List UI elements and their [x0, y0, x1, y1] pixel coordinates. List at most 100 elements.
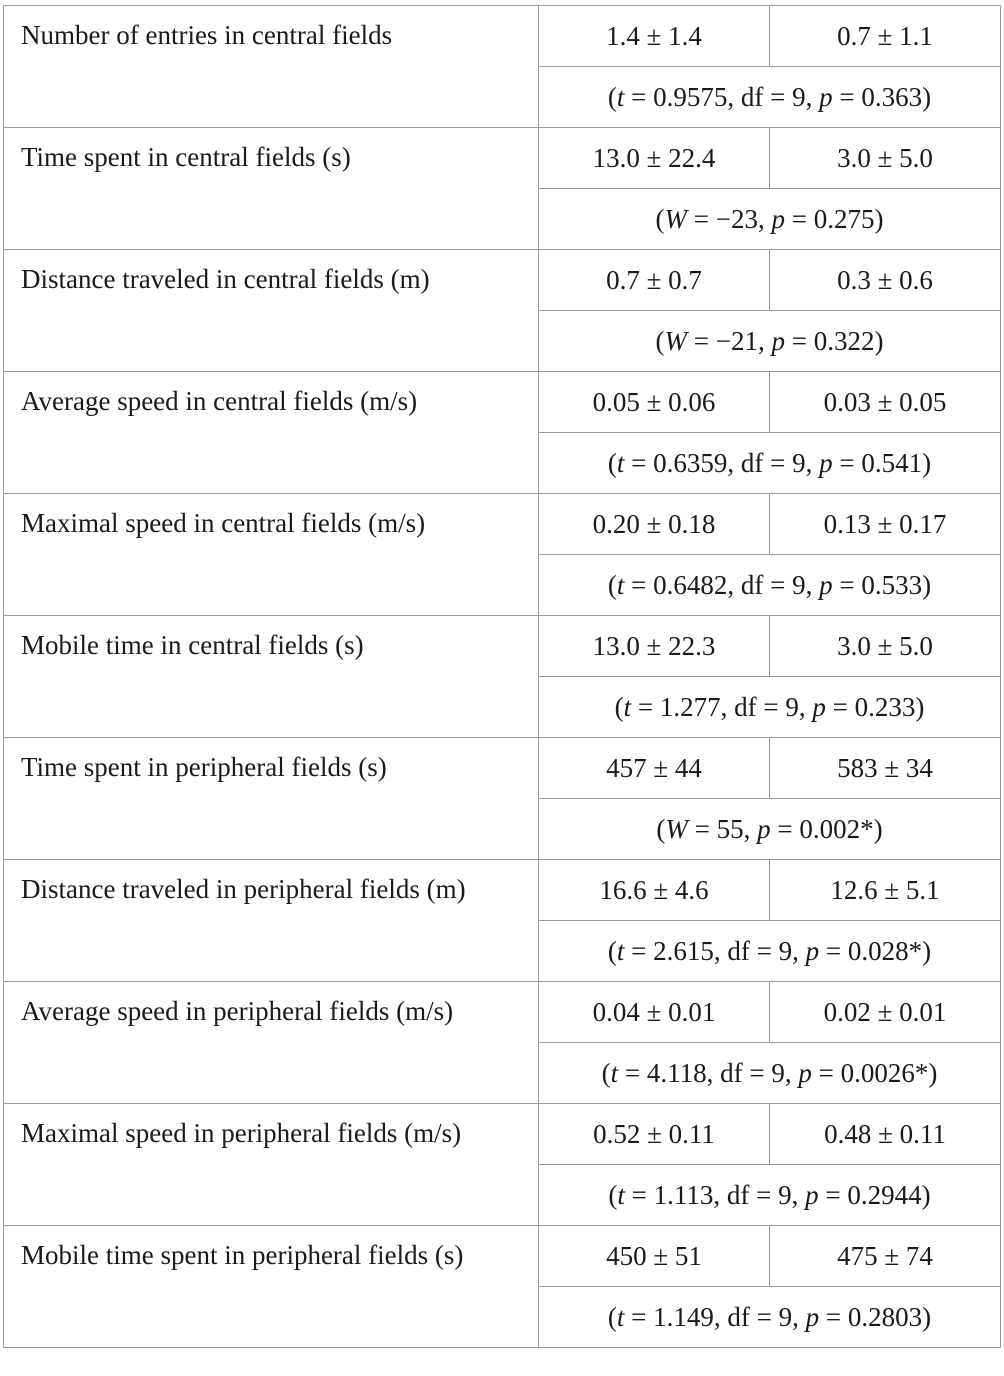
- table-row: Distance traveled in central fields (m) 0…: [3, 249, 1001, 372]
- measure-label: Average speed in central fields (m/s): [3, 371, 539, 494]
- p-value: 0.233: [854, 691, 916, 722]
- group-a-value: 13.0 ± 22.3: [538, 615, 770, 677]
- degrees-of-freedom: 9: [778, 935, 793, 966]
- table-body: Number of entries in central fields 1.4 ±…: [3, 5, 1001, 1348]
- p-symbol: p: [757, 813, 771, 844]
- test-statistic: 1.113: [653, 1179, 714, 1210]
- p-symbol: p: [819, 81, 833, 112]
- stat-result: (t = 1.113, df = 9, p = 0.2944): [538, 1164, 1001, 1226]
- p-value: 0.028*: [847, 935, 923, 966]
- p-symbol: p: [798, 1057, 812, 1088]
- table-row: Mobile time in central fields (s) 13.0 ± …: [3, 615, 1001, 738]
- table-row-stat: (W = 55, p = 0.002*): [4, 798, 1001, 860]
- p-symbol: p: [805, 1179, 819, 1210]
- test-symbol: W: [665, 813, 688, 844]
- measure-label: Maximal speed in peripheral fields (m/s): [3, 1103, 539, 1226]
- p-symbol: p: [819, 447, 833, 478]
- test-statistic: 2.615: [653, 935, 714, 966]
- group-b-value: 475 ± 74: [769, 1225, 1001, 1287]
- stat-result: (t = 2.615, df = 9, p = 0.028*): [538, 920, 1001, 982]
- measure-label: Average speed in peripheral fields (m/s): [3, 981, 539, 1104]
- p-value: 0.2803: [847, 1301, 923, 1332]
- test-statistic: 4.118: [646, 1057, 707, 1088]
- group-b-value: 3.0 ± 5.0: [769, 615, 1001, 677]
- table-row-stat: (W = −23, p = 0.275): [4, 188, 1001, 250]
- p-symbol: p: [819, 569, 833, 600]
- p-value: 0.275: [813, 203, 875, 234]
- table-row: Average speed in peripheral fields (m/s)…: [3, 981, 1001, 1104]
- test-statistic: 0.9575: [653, 81, 728, 112]
- group-a-value: 16.6 ± 4.6: [538, 859, 770, 921]
- test-symbol: t: [617, 1179, 625, 1210]
- measure-label: Distance traveled in peripheral fields (…: [3, 859, 539, 982]
- stat-result: (W = −21, p = 0.322): [538, 310, 1001, 372]
- p-value: 0.002*: [799, 813, 874, 844]
- table-row: Maximal speed in peripheral fields (m/s)…: [3, 1103, 1001, 1226]
- group-b-value: 583 ± 34: [769, 737, 1001, 799]
- table-row-stat: (t = 1.149, df = 9, p = 0.2803): [4, 1286, 1001, 1348]
- table-row: Time spent in central fields (s) 13.0 ± 2…: [3, 127, 1001, 250]
- degrees-of-freedom: 9: [778, 1301, 793, 1332]
- measure-label: Time spent in central fields (s): [3, 127, 539, 250]
- p-symbol: p: [771, 325, 785, 356]
- group-a-value: 0.05 ± 0.06: [538, 371, 770, 433]
- table-row: Maximal speed in central fields (m/s) 0.2…: [3, 493, 1001, 616]
- stat-result: (t = 1.277, df = 9, p = 0.233): [538, 676, 1001, 738]
- stat-result: (t = 4.118, df = 9, p = 0.0026*): [538, 1042, 1001, 1104]
- test-statistic: 0.6482: [653, 569, 728, 600]
- table-row: Time spent in peripheral fields (s) 457 ±…: [3, 737, 1001, 860]
- p-symbol: p: [805, 935, 820, 966]
- p-value: 0.533: [861, 569, 923, 600]
- p-value: 0.541: [861, 447, 923, 478]
- table-row-stat: (t = 1.113, df = 9, p = 0.2944): [4, 1164, 1001, 1226]
- group-b-value: 0.7 ± 1.1: [769, 5, 1001, 67]
- group-b-value: 0.48 ± 0.11: [769, 1103, 1001, 1165]
- group-a-value: 0.52 ± 0.11: [538, 1103, 770, 1165]
- group-a-value: 0.20 ± 0.18: [538, 493, 770, 555]
- test-symbol: t: [616, 447, 625, 478]
- table-row: Distance traveled in peripheral fields (…: [3, 859, 1001, 982]
- measure-label: Mobile time spent in peripheral fields (…: [3, 1225, 539, 1348]
- test-statistic: 0.6359: [653, 447, 728, 478]
- group-a-value: 13.0 ± 22.4: [538, 127, 770, 189]
- measure-label: Time spent in peripheral fields (s): [3, 737, 539, 860]
- test-statistic: 1.149: [653, 1301, 714, 1332]
- group-a-value: 450 ± 51: [538, 1225, 770, 1287]
- group-b-value: 0.13 ± 0.17: [769, 493, 1001, 555]
- group-b-value: 3.0 ± 5.0: [769, 127, 1001, 189]
- p-symbol: p: [805, 1301, 820, 1332]
- p-symbol: p: [771, 203, 785, 234]
- group-a-value: 457 ± 44: [538, 737, 770, 799]
- table-row-stat: (W = −21, p = 0.322): [4, 310, 1001, 372]
- measure-label: Maximal speed in central fields (m/s): [3, 493, 539, 616]
- p-value: 0.2944: [847, 1179, 922, 1210]
- group-b-value: 12.6 ± 5.1: [769, 859, 1001, 921]
- degrees-of-freedom: 9: [792, 447, 806, 478]
- stat-result: (W = −23, p = 0.275): [538, 188, 1001, 250]
- degrees-of-freedom: 9: [792, 81, 806, 112]
- p-value: 0.322: [813, 325, 875, 356]
- stat-result: (t = 0.9575, df = 9, p = 0.363): [538, 66, 1001, 128]
- test-symbol: t: [610, 1057, 619, 1088]
- group-a-value: 1.4 ± 1.4: [538, 5, 770, 67]
- test-symbol: t: [616, 1301, 625, 1332]
- measure-label: Number of entries in central fields: [3, 5, 539, 128]
- test-symbol: W: [664, 325, 688, 356]
- statistics-table: Number of entries in central fields 1.4 ±…: [3, 5, 1001, 1348]
- test-symbol: t: [623, 691, 632, 722]
- p-value: 0.0026*: [840, 1057, 929, 1088]
- test-symbol: t: [616, 81, 625, 112]
- table-row-stat: (t = 1.277, df = 9, p = 0.233): [4, 676, 1001, 738]
- group-b-value: 0.03 ± 0.05: [769, 371, 1001, 433]
- table-row-stat: (t = 0.6359, df = 9, p = 0.541): [4, 432, 1001, 494]
- p-symbol: p: [812, 691, 826, 722]
- measure-label: Distance traveled in central fields (m): [3, 249, 539, 372]
- degrees-of-freedom: 9: [785, 691, 799, 722]
- table-row: Mobile time spent in peripheral fields (…: [3, 1225, 1001, 1348]
- stat-result: (t = 0.6482, df = 9, p = 0.533): [538, 554, 1001, 616]
- degrees-of-freedom: 9: [771, 1057, 785, 1088]
- table-row-stat: (t = 2.615, df = 9, p = 0.028*): [4, 920, 1001, 982]
- table-row: Number of entries in central fields 1.4 ±…: [3, 5, 1001, 128]
- test-statistic: −21: [715, 325, 758, 356]
- stat-result: (t = 1.149, df = 9, p = 0.2803): [538, 1286, 1001, 1348]
